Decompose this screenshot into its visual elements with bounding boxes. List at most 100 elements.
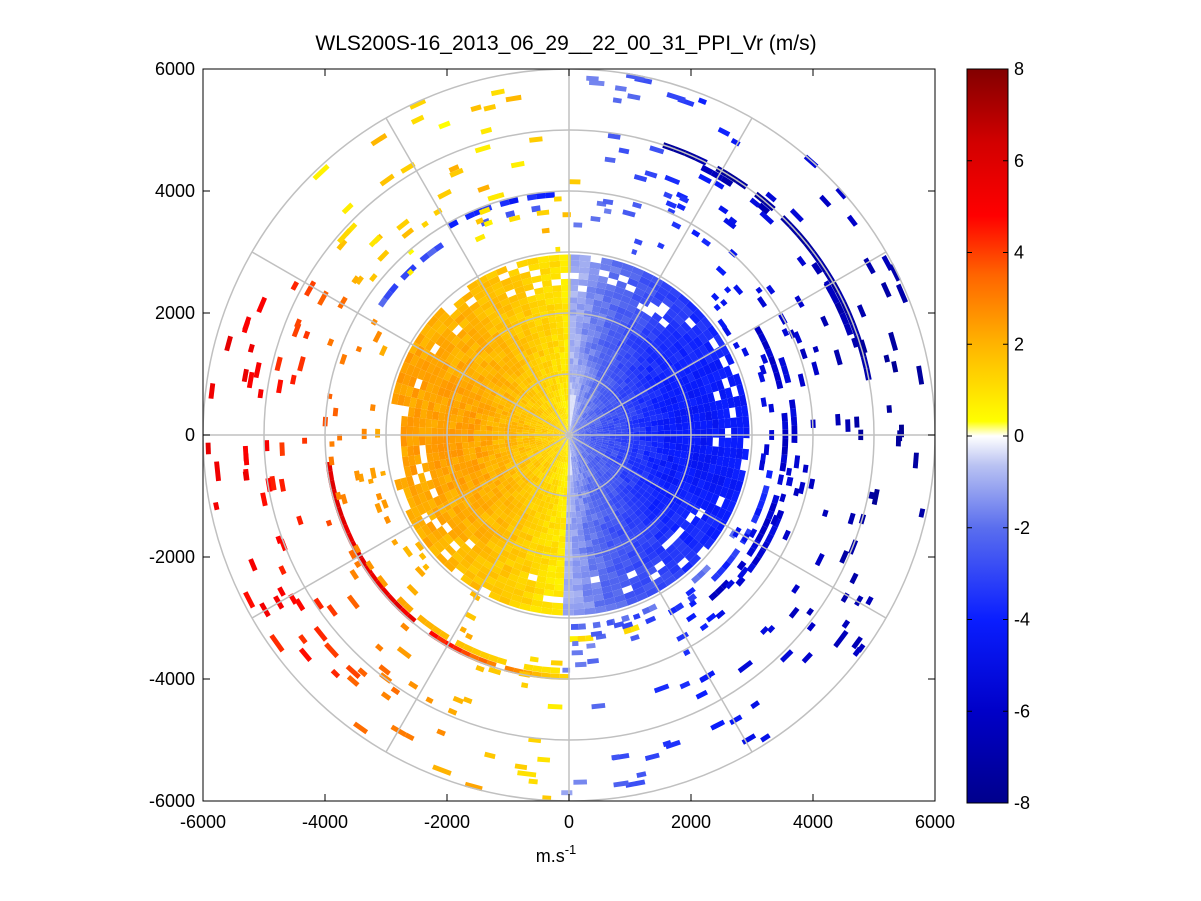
velocity-cell (545, 476, 551, 484)
velocity-cell (620, 357, 629, 366)
velocity-cell (516, 478, 525, 486)
velocity-cell (685, 474, 694, 485)
velocity-cell (523, 442, 530, 447)
velocity-cell (654, 356, 664, 366)
velocity-cell (759, 492, 768, 502)
velocity-cell (368, 234, 382, 248)
velocity-cell (706, 420, 713, 429)
velocity-cell (789, 208, 804, 223)
velocity-cell (554, 352, 561, 360)
velocity-cell (542, 395, 549, 402)
velocity-cell (487, 192, 502, 202)
velocity-cell (529, 326, 538, 335)
velocity-cell (562, 427, 567, 433)
velocity-cell (406, 475, 415, 487)
velocity-cell (426, 410, 434, 420)
velocity-cell (405, 613, 417, 624)
velocity-cell (583, 425, 590, 429)
x-axis-label: m.s-1 (536, 842, 577, 866)
velocity-cell (586, 360, 593, 368)
velocity-cell (559, 435, 566, 438)
velocity-cell (476, 407, 484, 415)
velocity-cell (587, 501, 594, 510)
velocity-cell (757, 371, 766, 383)
velocity-cell (493, 448, 501, 455)
velocity-cell (556, 441, 562, 446)
velocity-cell (463, 454, 471, 462)
velocity-cell (575, 315, 584, 323)
velocity-cell (664, 430, 671, 437)
velocity-cell (699, 470, 709, 481)
velocity-cell (634, 380, 643, 389)
velocity-cell (337, 296, 348, 309)
velocity-cell (579, 396, 584, 404)
velocity-cell (541, 440, 549, 444)
velocity-cell (590, 428, 597, 432)
velocity-cell (466, 466, 475, 475)
velocity-cell (710, 572, 721, 582)
velocity-cell (462, 643, 474, 653)
velocity-cell (472, 464, 481, 473)
velocity-cell (549, 353, 556, 361)
velocity-cell (709, 401, 717, 412)
velocity-cell (457, 386, 466, 396)
velocity-cell (498, 595, 511, 606)
velocity-cell (716, 507, 727, 520)
velocity-cell (532, 416, 539, 422)
velocity-cell (536, 400, 543, 407)
velocity-cell (436, 514, 447, 526)
velocity-cell (731, 548, 741, 558)
velocity-cell (410, 114, 425, 125)
velocity-cell (375, 643, 384, 652)
velocity-cell (208, 383, 216, 399)
velocity-cell (624, 399, 632, 406)
velocity-cell (683, 649, 691, 657)
velocity-cell (556, 383, 561, 390)
velocity-cell (512, 482, 520, 491)
velocity-cell (525, 376, 533, 384)
velocity-cell (673, 351, 684, 362)
velocity-cell (461, 468, 470, 477)
velocity-cell (501, 455, 509, 461)
velocity-cell (541, 459, 547, 466)
velocity-cell (435, 357, 446, 369)
velocity-cell (625, 507, 635, 517)
velocity-cell (514, 411, 522, 417)
velocity-cell (615, 385, 623, 393)
velocity-cell (718, 437, 726, 448)
velocity-cell (427, 630, 439, 641)
velocity-cell (460, 574, 473, 586)
velocity-cell (561, 437, 567, 442)
velocity-cell (586, 286, 597, 294)
velocity-cell (693, 444, 701, 454)
velocity-cell (524, 585, 536, 594)
velocity-cell (698, 488, 709, 500)
velocity-cell (470, 361, 480, 371)
velocity-cell (578, 547, 587, 555)
velocity-cell (423, 391, 432, 402)
velocity-cell (557, 547, 565, 555)
velocity-cell (609, 465, 617, 473)
velocity-cell (577, 454, 582, 461)
velocity-cell (529, 136, 543, 143)
velocity-cell (469, 453, 477, 461)
velocity-cell (528, 430, 536, 434)
velocity-cell (524, 447, 532, 452)
velocity-cell (369, 404, 376, 412)
colorbar (966, 68, 1009, 804)
velocity-cell (834, 301, 845, 315)
velocity-cell (443, 473, 453, 484)
velocity-cell (559, 431, 566, 434)
velocity-cell (604, 462, 612, 469)
velocity-cell (634, 508, 643, 518)
velocity-cell (615, 435, 622, 440)
velocity-cell (536, 370, 543, 378)
velocity-cell (452, 525, 463, 537)
velocity-cell (491, 521, 501, 531)
velocity-cell (578, 352, 585, 360)
velocity-cell (524, 533, 534, 542)
velocity-cell (241, 320, 251, 334)
velocity-cell (578, 623, 586, 630)
velocity-cell (575, 415, 580, 421)
